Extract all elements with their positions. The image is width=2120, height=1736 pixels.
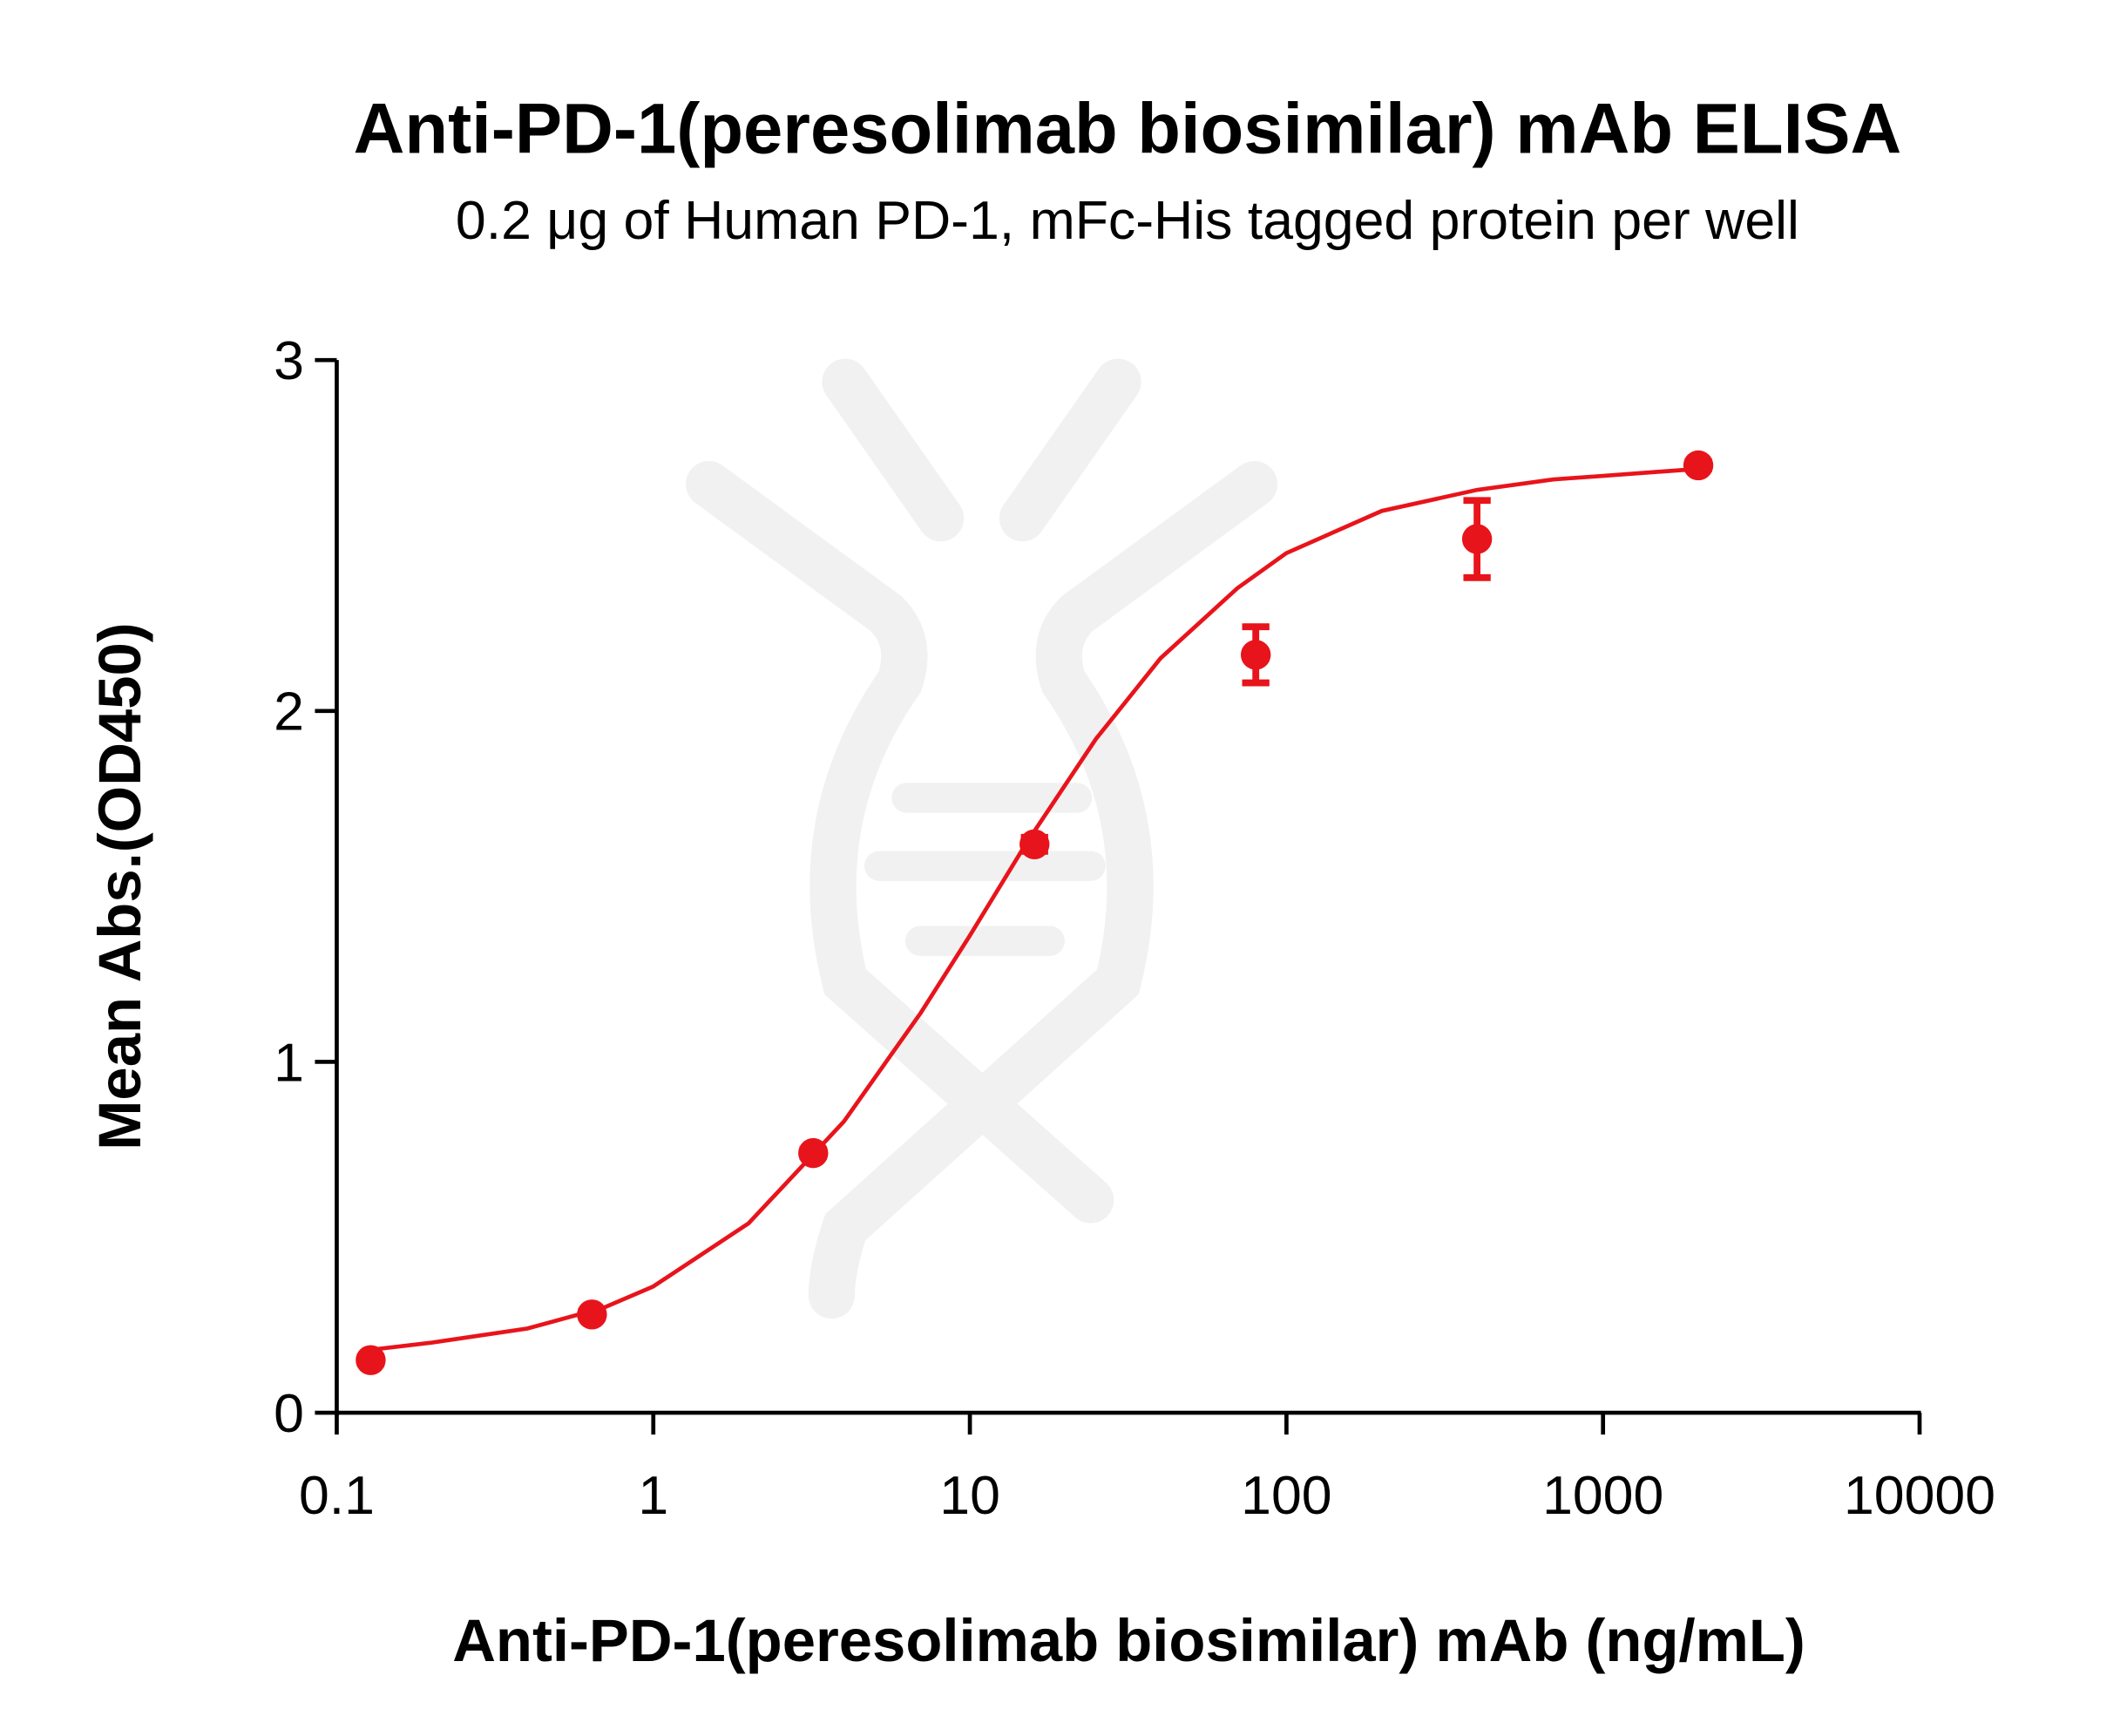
y-tick-label: 0 [274, 1383, 304, 1444]
y-axis-label: Mean Abs.(OD450) [86, 622, 153, 1150]
data-point [798, 1137, 829, 1169]
x-tick-label: 1 [638, 1465, 668, 1526]
x-tick-label: 100 [1241, 1465, 1331, 1526]
y-tick-label: 1 [274, 1032, 304, 1093]
data-point [1019, 829, 1050, 860]
data-point [356, 1345, 386, 1375]
x-tick-label: 10000 [1844, 1465, 1995, 1526]
fit-curve [372, 466, 1699, 1352]
x-tick-label: 0.1 [299, 1465, 375, 1526]
watermark [686, 358, 1278, 1319]
data-point [1683, 450, 1714, 481]
y-tick-label: 3 [274, 330, 304, 391]
x-axis-label: Anti-PD-1(peresolimab biosimilar) mAb (n… [452, 1607, 1805, 1674]
chart-subtitle: 0.2 μg of Human PD-1, mFc-His tagged pro… [456, 190, 1799, 251]
y-tick-label: 2 [274, 682, 304, 743]
data-point [577, 1299, 607, 1330]
x-tick-label: 1000 [1542, 1465, 1663, 1526]
data-point [1461, 524, 1493, 554]
data-point [1240, 640, 1271, 670]
x-tick-label: 10 [939, 1465, 1000, 1526]
chart-title: Anti-PD-1(peresolimab biosimilar) mAb EL… [354, 89, 1902, 168]
